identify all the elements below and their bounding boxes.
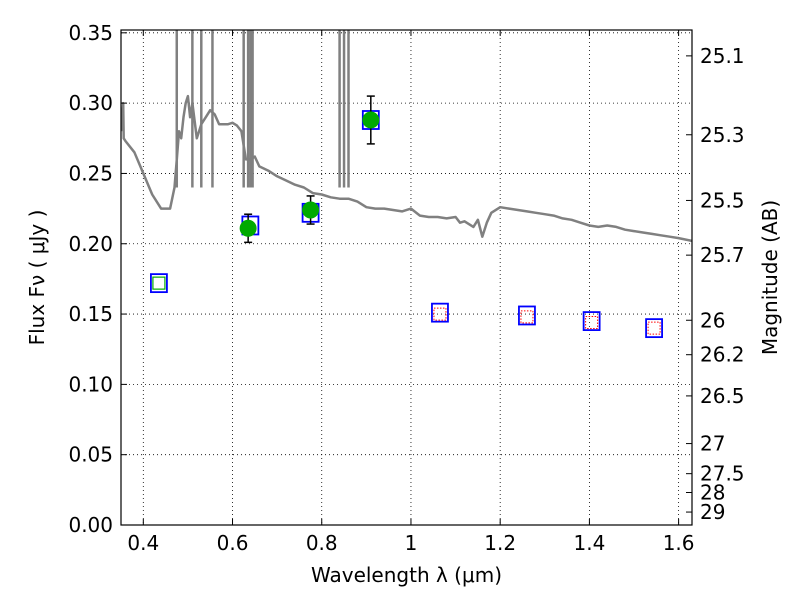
y-tick-label: 0.10 xyxy=(68,372,113,396)
red-square-point xyxy=(520,310,534,324)
red-square-point xyxy=(433,307,447,321)
red-square-point xyxy=(647,321,661,335)
x-tick-label: 0.8 xyxy=(306,531,338,555)
template-spectrum-line xyxy=(121,94,692,243)
x-tick-label: 1.4 xyxy=(573,531,605,555)
ticks: 0.4 0.6 0.8 1 1.2 1.4 1.6 0.00 0.05 0.10 0.15 0.20 0… xyxy=(68,21,744,555)
x-axis-label: Wavelength λ (μm) xyxy=(311,563,502,587)
grid xyxy=(121,30,692,526)
y-tick-label: 0.20 xyxy=(68,232,113,256)
right-tick-label: 27.5 xyxy=(700,462,745,486)
y-tick-label: 0.25 xyxy=(68,161,113,185)
blue-square-point xyxy=(518,305,536,326)
red-square-point xyxy=(585,316,599,329)
y-axis-label: Flux Fν ( μJy ) xyxy=(25,210,49,346)
plot-frame xyxy=(120,29,693,526)
green-circle-point xyxy=(302,201,320,219)
right-tick-label: 26.2 xyxy=(700,343,745,367)
y-tick-label: 0.05 xyxy=(68,443,113,467)
blue-square-point xyxy=(582,311,601,331)
green-square-point xyxy=(152,276,166,290)
x-tick-label: 1 xyxy=(405,531,418,555)
blue-square-point xyxy=(150,273,168,294)
y-tick-label: 0.35 xyxy=(68,21,113,45)
right-tick-label: 25.7 xyxy=(700,243,745,267)
plot-area xyxy=(121,30,692,339)
right-axis-label: Magnitude (AB) xyxy=(758,200,782,355)
right-tick-label: 29 xyxy=(700,500,725,524)
y-tick-label: 0.15 xyxy=(68,302,113,326)
right-tick-label: 27 xyxy=(700,432,725,456)
right-tick-label: 26 xyxy=(700,308,725,332)
x-tick-label: 0.6 xyxy=(217,531,249,555)
right-tick-label: 25.3 xyxy=(700,123,745,147)
right-tick-label: 28 xyxy=(700,481,725,505)
x-tick-label: 0.4 xyxy=(127,531,159,555)
right-tick-label: 25.1 xyxy=(700,44,745,68)
right-tick-label: 26.5 xyxy=(700,384,745,408)
blue-square-point xyxy=(431,302,449,323)
x-tick-label: 1.6 xyxy=(663,531,695,555)
green-circle-point xyxy=(362,111,380,129)
right-tick-label: 25.5 xyxy=(700,188,745,212)
y-tick-label: 0.00 xyxy=(68,513,113,537)
y-tick-label: 0.30 xyxy=(68,91,113,115)
x-tick-label: 1.2 xyxy=(484,531,516,555)
green-circle-point xyxy=(239,219,257,237)
blue-square-point xyxy=(645,318,663,339)
